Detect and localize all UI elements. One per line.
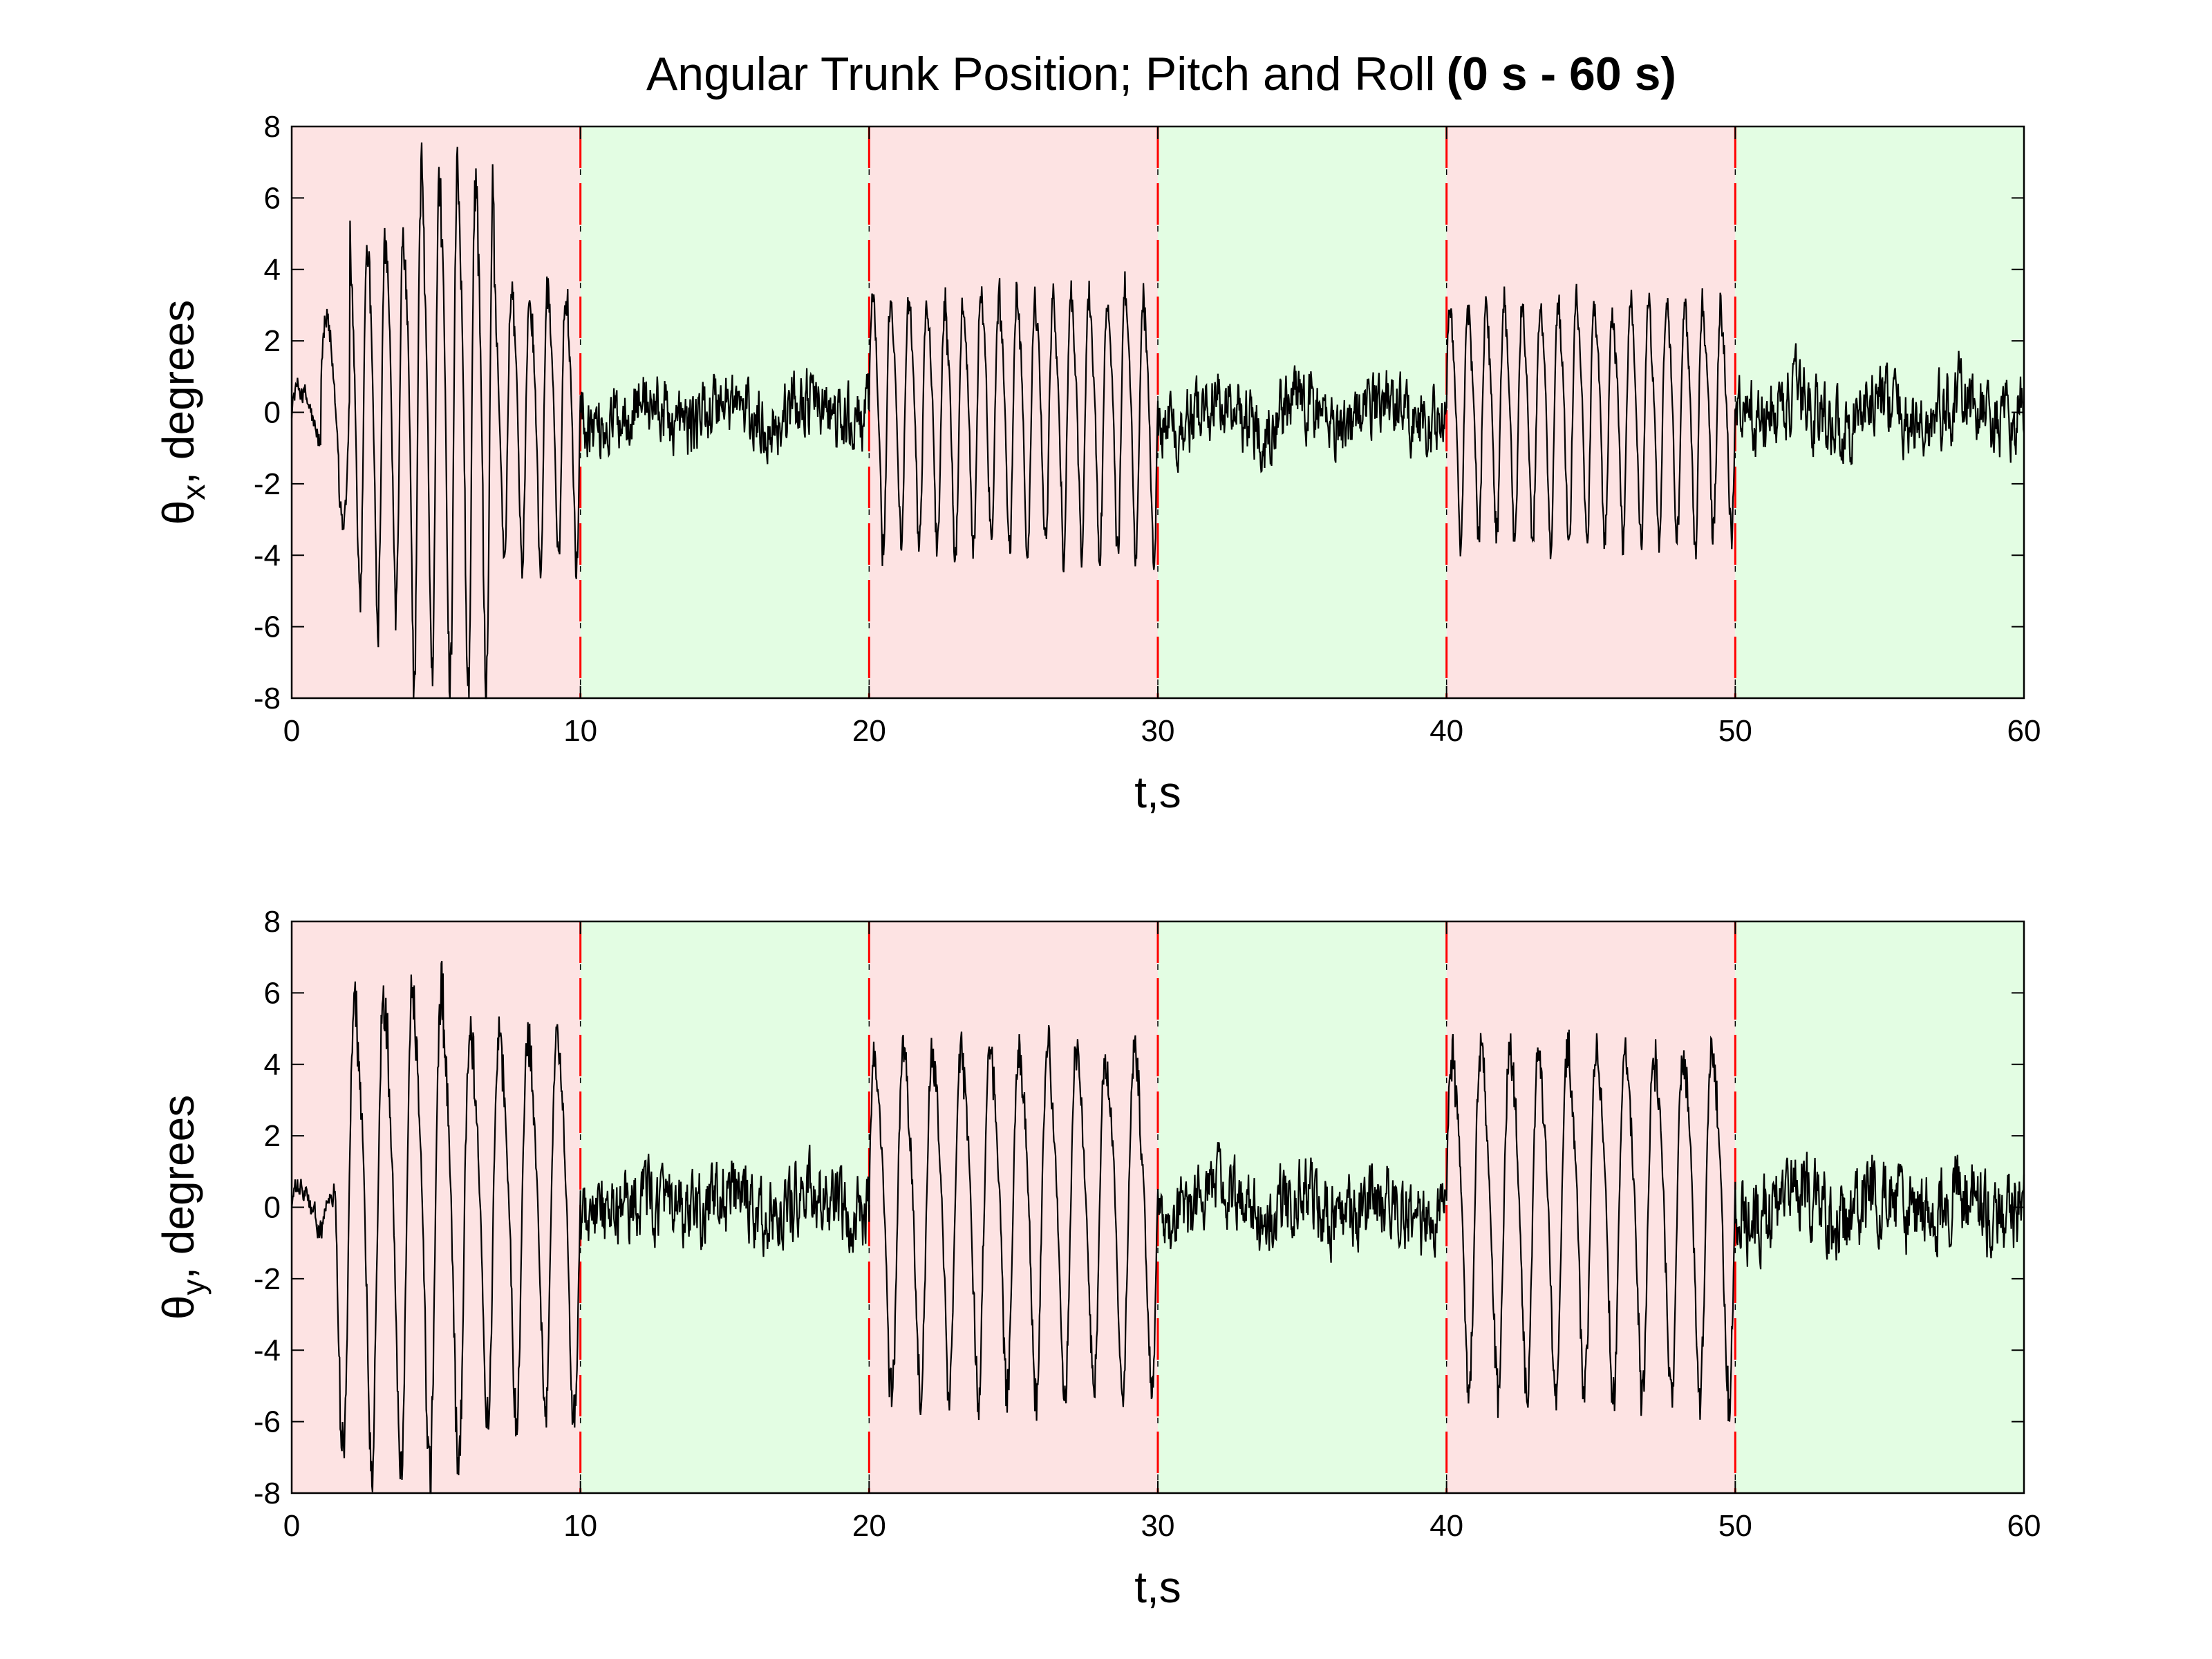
x-tick-label: 0: [283, 714, 300, 748]
y-axis-label: θx, degrees: [153, 300, 212, 525]
x-tick-label: 30: [1141, 714, 1175, 748]
y-tick-label: 4: [264, 1048, 281, 1082]
x-tick-label: 20: [852, 714, 886, 748]
y-tick-label: -8: [254, 682, 281, 715]
chart-title: Angular Trunk Position; Pitch and Roll (0…: [646, 48, 1676, 100]
y-tick-label: 6: [264, 181, 281, 215]
x-axis-label: t,s: [1134, 1562, 1181, 1612]
y-tick-label: -4: [254, 1333, 281, 1367]
y-tick-label: 2: [264, 324, 281, 358]
y-tick-label: 6: [264, 976, 281, 1010]
y-tick-label: -4: [254, 538, 281, 572]
x-tick-label: 10: [563, 1509, 597, 1543]
x-tick-label: 0: [283, 1509, 300, 1543]
x-tick-label: 30: [1141, 1509, 1175, 1543]
y-axis-label-unit: , degrees: [153, 1095, 203, 1280]
y-axis-label: θy, degrees: [153, 1095, 212, 1320]
signal-line: [290, 142, 2025, 700]
y-tick-label: -2: [254, 467, 281, 501]
x-tick-label: 40: [1430, 1509, 1463, 1543]
x-tick-label: 10: [563, 714, 597, 748]
x-tick-label: 50: [1718, 714, 1752, 748]
chart-title-range: (0 s - 60 s): [1446, 48, 1676, 100]
chart-title-main: Angular Trunk Position; Pitch and Roll: [646, 48, 1436, 100]
y-axis-label-unit: , degrees: [153, 300, 203, 485]
y-axis-label-subscript: y: [176, 1280, 212, 1295]
y-tick-label: 4: [264, 253, 281, 287]
y-axis-label-symbol: θ: [153, 1295, 203, 1320]
y-tick-label: 2: [264, 1119, 281, 1153]
y-tick-label: -6: [254, 1405, 281, 1439]
y-tick-label: -8: [254, 1477, 281, 1510]
x-tick-label: 60: [2007, 1509, 2041, 1543]
y-tick-label: 8: [264, 905, 281, 939]
y-axis-label-symbol: θ: [153, 500, 203, 525]
x-tick-label: 50: [1718, 1509, 1752, 1543]
signal-line: [290, 960, 2025, 1494]
y-tick-label: -6: [254, 610, 281, 644]
x-tick-label: 20: [852, 1509, 886, 1543]
x-axis-label: t,s: [1134, 767, 1181, 817]
x-tick-label: 40: [1430, 714, 1463, 748]
y-tick-label: 0: [264, 1191, 281, 1225]
y-tick-label: -2: [254, 1262, 281, 1296]
y-tick-label: 0: [264, 396, 281, 430]
x-tick-label: 60: [2007, 714, 2041, 748]
y-axis-label-subscript: x: [176, 485, 212, 500]
y-tick-label: 8: [264, 110, 281, 144]
